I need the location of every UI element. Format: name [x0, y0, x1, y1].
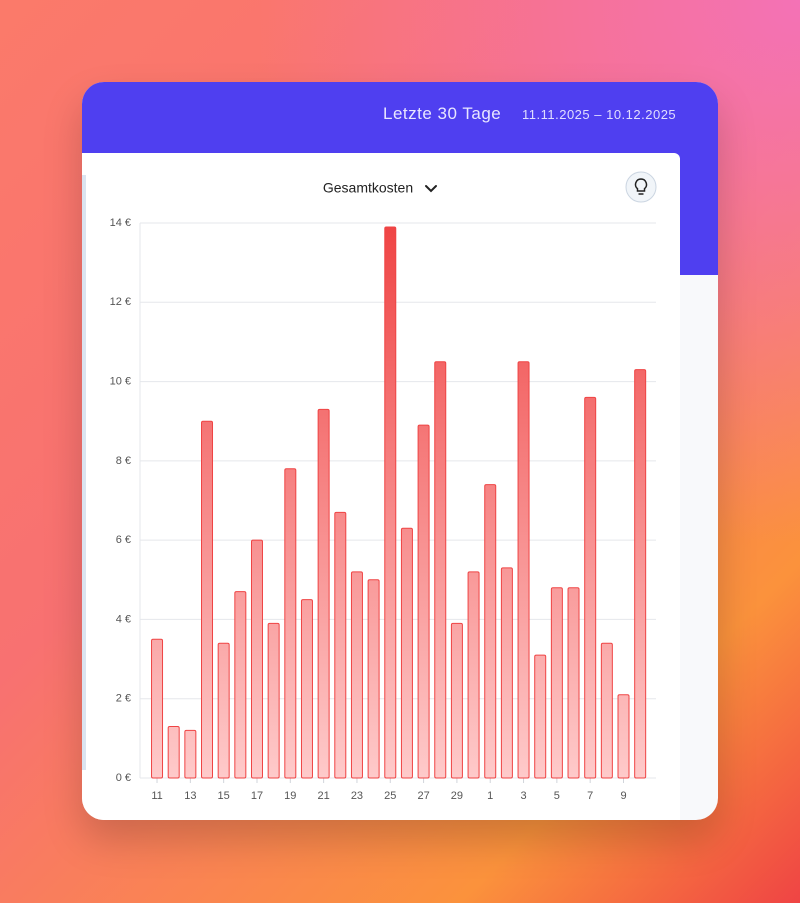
- y-tick-label: 4 €: [116, 613, 131, 625]
- x-tick-label: 25: [384, 790, 396, 802]
- bar: [367, 579, 380, 779]
- bar: [334, 511, 347, 779]
- x-tick-label: 11: [151, 790, 162, 802]
- x-tick-label: 17: [251, 790, 263, 802]
- y-tick-label: 10 €: [110, 375, 131, 387]
- side-strip: [82, 175, 86, 770]
- x-tick-label: 29: [451, 790, 463, 802]
- x-tick-label: 13: [184, 790, 196, 802]
- bar: [634, 369, 647, 779]
- x-tick-label: 15: [218, 790, 230, 802]
- bar: [600, 642, 613, 779]
- bar: [417, 424, 430, 779]
- bar: [500, 567, 513, 779]
- bar: [317, 408, 330, 779]
- bar: [151, 638, 164, 779]
- x-tick-label: 23: [351, 790, 363, 802]
- bar: [450, 622, 463, 779]
- x-tick-label: 21: [318, 790, 330, 802]
- x-tick-label: 9: [620, 790, 626, 802]
- x-tick-label: 1: [487, 790, 493, 802]
- x-tick-label: 5: [554, 790, 560, 802]
- tips-circle[interactable]: [625, 171, 657, 203]
- bar: [434, 361, 447, 779]
- bulb-icon[interactable]: [634, 178, 648, 195]
- bar: [400, 527, 413, 779]
- dropdown[interactable]: Gesamtkosten: [323, 180, 437, 196]
- tips-button[interactable]: [625, 171, 657, 203]
- bar: [217, 642, 230, 779]
- x-tick-label: 3: [520, 790, 526, 802]
- bar: [534, 654, 547, 779]
- chart-panel: [82, 153, 680, 820]
- bar: [300, 599, 313, 779]
- bar: [167, 725, 180, 779]
- dropdown-label[interactable]: Gesamtkosten: [323, 180, 413, 196]
- bar: [284, 468, 297, 779]
- bar: [584, 396, 597, 779]
- y-tick-label: 2 €: [116, 693, 131, 705]
- bar: [384, 226, 397, 779]
- bar: [567, 587, 580, 779]
- bar: [467, 571, 480, 779]
- x-tick-label: 27: [417, 790, 429, 802]
- y-tick-label: 0 €: [116, 772, 131, 784]
- y-tick-label: 6 €: [116, 534, 131, 546]
- bar: [234, 591, 247, 779]
- x-tick-label: 19: [284, 790, 296, 802]
- header-title: Letzte 30 Tage: [383, 104, 502, 123]
- card: Letzte 30 Tage 11.11.2025 – 10.12.2025: [82, 82, 718, 820]
- y-tick-label: 14 €: [110, 217, 131, 229]
- x-tick-label: 7: [587, 790, 593, 802]
- bar: [484, 484, 497, 779]
- date-range: 11.11.2025 – 10.12.2025: [522, 107, 677, 122]
- bar: [184, 729, 197, 779]
- bar: [267, 622, 280, 779]
- bar: [617, 694, 630, 779]
- bar: [350, 571, 363, 779]
- bar: [517, 361, 530, 779]
- bar: [250, 539, 263, 779]
- bar: [201, 420, 214, 779]
- y-tick-label: 8 €: [116, 455, 131, 467]
- chevron[interactable]: [425, 185, 437, 193]
- bar: [550, 587, 563, 779]
- y-tick-label: 12 €: [110, 296, 131, 308]
